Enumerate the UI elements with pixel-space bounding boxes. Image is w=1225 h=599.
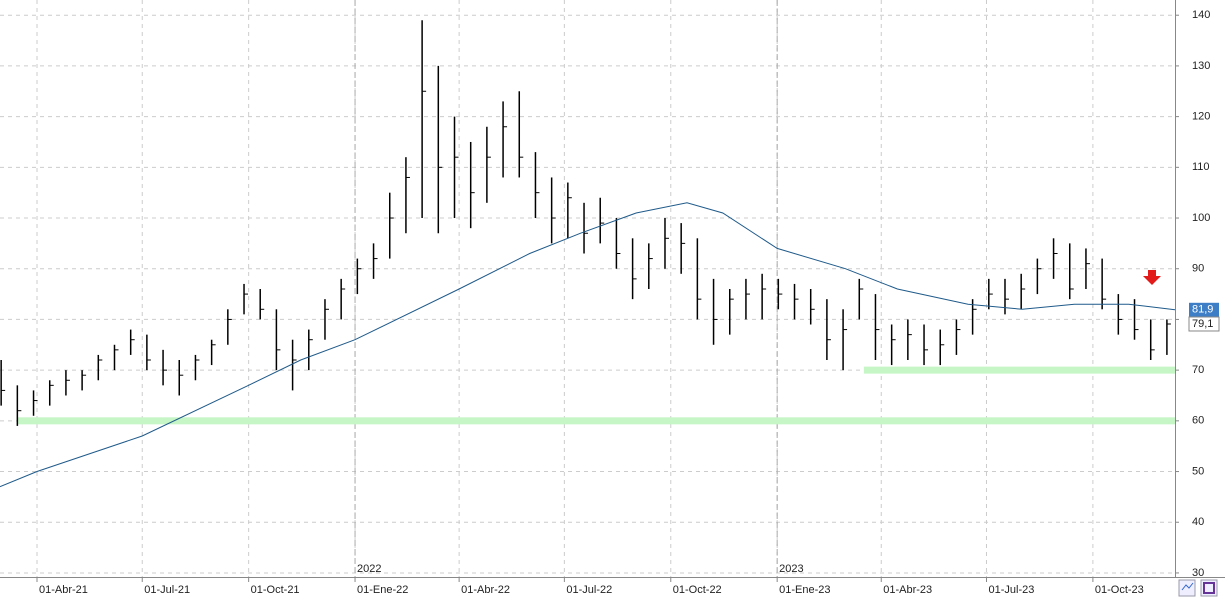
y-tick-label: 140 [1192, 9, 1210, 21]
y-tick-label: 70 [1192, 364, 1204, 376]
price-last-label: 79,1 [1192, 318, 1213, 330]
x-tick-label: 01-Oct-23 [1095, 584, 1144, 596]
x-tick-label: 01-Ene-22 [357, 584, 408, 596]
y-tick-label: 120 [1192, 111, 1210, 123]
y-tick-label: 40 [1192, 516, 1204, 528]
moving-average [0, 202, 1176, 488]
x-tick-label: 01-Ene-23 [779, 584, 830, 596]
x-tick-label: 01-Abr-21 [39, 584, 88, 596]
price-last-box [1188, 316, 1220, 332]
x-tick-label: 01-Jul-22 [566, 584, 612, 596]
x-tick-label: 01-Abr-23 [883, 584, 932, 596]
y-tick-label: 130 [1192, 60, 1210, 72]
x-tick-label: 01-Abr-22 [461, 584, 510, 596]
chart-type-icon [1181, 582, 1194, 591]
ma-last-box [1189, 302, 1219, 317]
x-tick-label: 01-Oct-21 [251, 584, 300, 596]
year-label: 2023 [779, 563, 803, 575]
x-tick-label: 01-Oct-22 [673, 584, 722, 596]
y-tick-label: 110 [1192, 161, 1210, 173]
plot-area [0, 0, 1176, 577]
ma-last-label: 81,9 [1192, 304, 1213, 316]
x-tick-label: 01-Jul-21 [144, 584, 190, 596]
y-tick-label: 30 [1192, 567, 1204, 579]
signal-arrow [1143, 270, 1161, 285]
save-icon [1203, 582, 1215, 594]
support-band [17, 417, 1176, 425]
x-tick-label: 01-Jul-23 [988, 584, 1034, 596]
chart-type-button[interactable] [1178, 579, 1196, 597]
year-label: 2022 [357, 563, 381, 575]
support-band [863, 366, 1175, 374]
y-tick-label: 50 [1192, 465, 1204, 477]
y-tick-label: 90 [1192, 263, 1204, 275]
y-tick-label: 100 [1192, 212, 1210, 224]
y-tick-label: 60 [1192, 415, 1204, 427]
